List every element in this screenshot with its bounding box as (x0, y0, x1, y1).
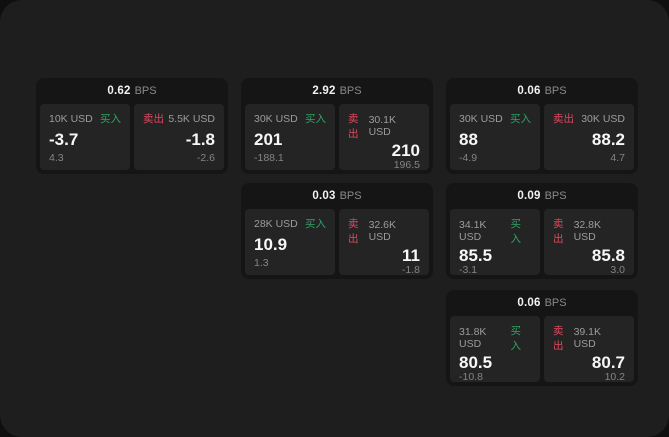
bps-unit-label: BPS (339, 85, 362, 97)
sell-price: 88.2 (591, 130, 625, 149)
bps-value: 0.62 (107, 85, 131, 97)
buy-tile[interactable]: 30K USD 买入 88 -4.9 (450, 104, 540, 170)
sell-change: 3.0 (610, 264, 625, 276)
buy-tile[interactable]: 31.8K USD 买入 80.5 -10.8 (450, 316, 540, 383)
buy-tile[interactable]: 34.1K USD 买入 85.5 -3.1 (450, 209, 540, 276)
buy-side-label: 买入 (305, 218, 326, 230)
bps-header: 0.06 BPS (450, 290, 634, 316)
sell-change: 196.5 (393, 159, 420, 171)
sell-size-label: 5.5K USD (168, 112, 215, 125)
buy-change: -10.8 (459, 371, 483, 383)
sell-side-label: 卖出 (553, 113, 574, 125)
sell-price: 210 (391, 141, 420, 160)
buy-side-label: 买入 (100, 113, 121, 125)
sell-tile[interactable]: 卖出 30.1K USD 210 196.5 (339, 104, 429, 171)
spread-card: 2.92 BPS 30K USD 买入 201 -188.1 卖出 30.1K … (241, 78, 433, 174)
sell-size-label: 30K USD (581, 112, 625, 125)
buy-size-label: 31.8K USD (459, 326, 487, 350)
sell-side-label: 卖出 (348, 113, 359, 140)
spread-card: 0.03 BPS 28K USD 买入 10.9 1.3 卖出 32.6K US… (241, 183, 433, 279)
buy-change: -188.1 (254, 152, 284, 164)
buy-size-label: 30K USD (459, 112, 503, 125)
sell-change: -1.8 (401, 264, 420, 276)
spread-card: 0.09 BPS 34.1K USD 买入 85.5 -3.1 卖出 32.8K… (446, 183, 638, 279)
bps-header: 0.09 BPS (450, 183, 634, 209)
spread-card: 0.06 BPS 31.8K USD 买入 80.5 -10.8 卖出 39.1… (446, 290, 638, 386)
buy-tile[interactable]: 30K USD 买入 201 -188.1 (245, 104, 335, 170)
buy-side-label: 买入 (305, 113, 326, 125)
bps-unit-label: BPS (339, 190, 362, 202)
buy-side-label: 买入 (510, 325, 521, 352)
sell-change: -2.6 (196, 152, 215, 164)
bps-value: 0.09 (517, 190, 541, 202)
buy-size-label: 28K USD (254, 217, 298, 230)
sell-price: 11 (402, 246, 420, 265)
buy-price: 80.5 (459, 353, 493, 372)
sell-price: -1.8 (185, 130, 215, 149)
bps-value: 0.03 (312, 190, 336, 202)
sell-side-label: 卖出 (348, 218, 359, 245)
buy-price: -3.7 (49, 130, 79, 149)
bps-header: 0.62 BPS (40, 78, 224, 104)
sell-price: 85.8 (591, 246, 625, 265)
sell-size-label: 30.1K USD (368, 114, 397, 138)
buy-size-label: 30K USD (254, 112, 298, 125)
sell-tile[interactable]: 卖出 5.5K USD -1.8 -2.6 (134, 104, 224, 170)
sell-change: 10.2 (604, 371, 625, 383)
buy-change: 1.3 (254, 257, 269, 269)
sell-tile[interactable]: 卖出 32.6K USD 11 -1.8 (339, 209, 429, 276)
sell-side-label: 卖出 (553, 218, 564, 245)
buy-tile[interactable]: 28K USD 买入 10.9 1.3 (245, 209, 335, 275)
spread-card: 0.62 BPS 10K USD 买入 -3.7 4.3 卖出 5.5K USD… (36, 78, 228, 174)
bps-header: 0.03 BPS (245, 183, 429, 209)
spread-card: 0.06 BPS 30K USD 买入 88 -4.9 卖出 30K USD 8… (446, 78, 638, 174)
buy-side-label: 买入 (510, 218, 521, 245)
buy-price: 10.9 (254, 235, 288, 254)
bps-unit-label: BPS (544, 297, 567, 309)
bps-header: 2.92 BPS (245, 78, 429, 104)
buy-change: -3.1 (459, 264, 478, 276)
buy-change: 4.3 (49, 152, 64, 164)
sell-size-label: 32.8K USD (573, 219, 602, 243)
buy-price: 88 (459, 130, 478, 149)
sell-price: 80.7 (591, 353, 625, 372)
buy-tile[interactable]: 10K USD 买入 -3.7 4.3 (40, 104, 130, 170)
buy-price: 201 (254, 130, 283, 149)
bps-value: 0.06 (517, 85, 541, 97)
buy-change: -4.9 (459, 152, 478, 164)
bps-unit-label: BPS (544, 190, 567, 202)
bps-value: 2.92 (312, 85, 336, 97)
buy-side-label: 买入 (510, 113, 531, 125)
sell-tile[interactable]: 卖出 32.8K USD 85.8 3.0 (544, 209, 634, 276)
sell-tile[interactable]: 卖出 30K USD 88.2 4.7 (544, 104, 634, 170)
buy-size-label: 10K USD (49, 112, 93, 125)
sell-side-label: 卖出 (553, 325, 564, 352)
buy-price: 85.5 (459, 246, 493, 265)
bps-unit-label: BPS (544, 85, 567, 97)
sell-size-label: 39.1K USD (573, 326, 602, 350)
sell-tile[interactable]: 卖出 39.1K USD 80.7 10.2 (544, 316, 634, 383)
sell-change: 4.7 (610, 152, 625, 164)
sell-size-label: 32.6K USD (368, 219, 397, 243)
bps-header: 0.06 BPS (450, 78, 634, 104)
sell-side-label: 卖出 (143, 113, 164, 125)
bps-unit-label: BPS (134, 85, 157, 97)
buy-size-label: 34.1K USD (459, 219, 487, 243)
bps-value: 0.06 (517, 297, 541, 309)
